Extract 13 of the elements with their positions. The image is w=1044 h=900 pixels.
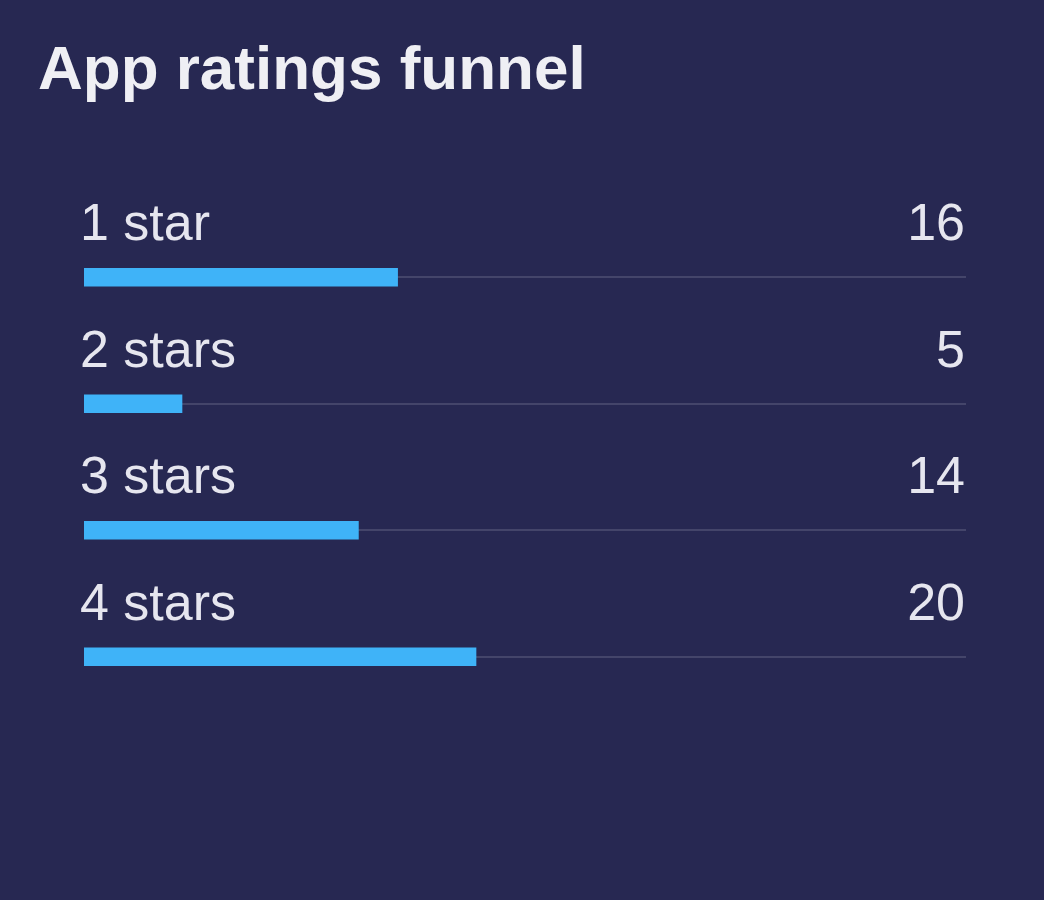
data-label: 14 [907,446,965,505]
bar [84,267,398,287]
y-tick-label: 4 stars [80,572,237,631]
data-label: 20 [907,572,965,631]
y-tick-label: 2 stars [80,319,237,378]
bar [84,520,359,540]
data-label: 5 [936,319,965,378]
y-tick-label: 1 star [80,193,211,252]
bar [84,394,183,414]
y-tick-label: 3 stars [80,446,237,505]
chart-title: App ratings funnel [38,33,586,102]
data-label: 16 [907,193,965,252]
bar [84,647,477,667]
